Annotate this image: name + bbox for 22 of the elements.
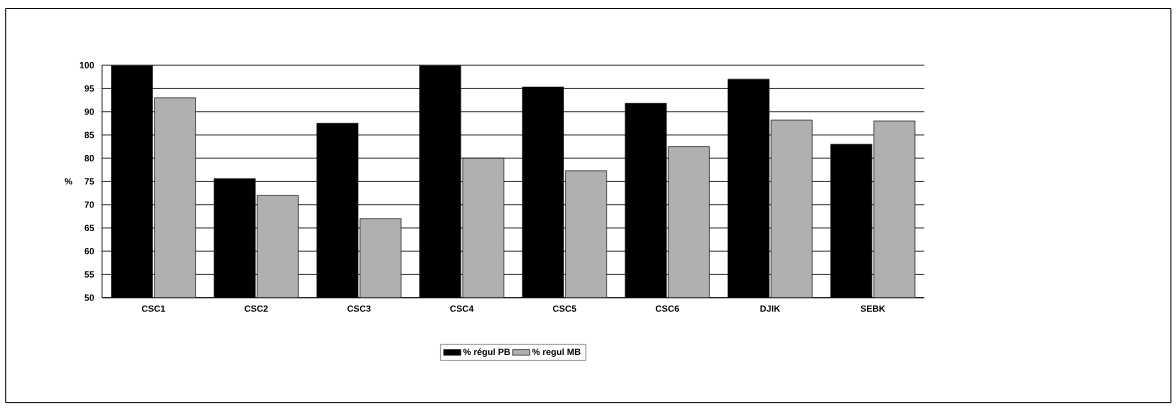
legend-label: % régul PB bbox=[463, 348, 510, 357]
x-tick-label: CSC5 bbox=[552, 305, 577, 312]
y-tick-label: 55 bbox=[84, 271, 95, 278]
y-tick-label: 100 bbox=[79, 61, 94, 69]
x-tick-label: CSC3 bbox=[347, 305, 371, 312]
x-tick-label: CSC6 bbox=[655, 305, 679, 312]
x-tick-label: DJIK bbox=[760, 305, 781, 312]
y-tick-label: 90 bbox=[84, 108, 94, 115]
y-tick-label: 65 bbox=[84, 224, 95, 231]
y-tick-label: 60 bbox=[84, 247, 94, 255]
y-tick-label: 50 bbox=[84, 294, 94, 301]
y-tick-label: 80 bbox=[84, 154, 94, 162]
y-tick-label: 70 bbox=[84, 201, 94, 208]
legend-label: % regul MB bbox=[532, 348, 581, 357]
y-axis-title: % bbox=[64, 178, 73, 185]
y-tick-label: 85 bbox=[84, 131, 95, 139]
y-tick-label: 95 bbox=[84, 85, 95, 92]
y-tick-label: 75 bbox=[84, 178, 95, 185]
x-tick-label: CSC1 bbox=[141, 305, 166, 312]
x-tick-label: CSC4 bbox=[450, 305, 474, 312]
x-tick-label: SEBK bbox=[860, 305, 886, 312]
x-tick-label: CSC2 bbox=[244, 305, 268, 312]
